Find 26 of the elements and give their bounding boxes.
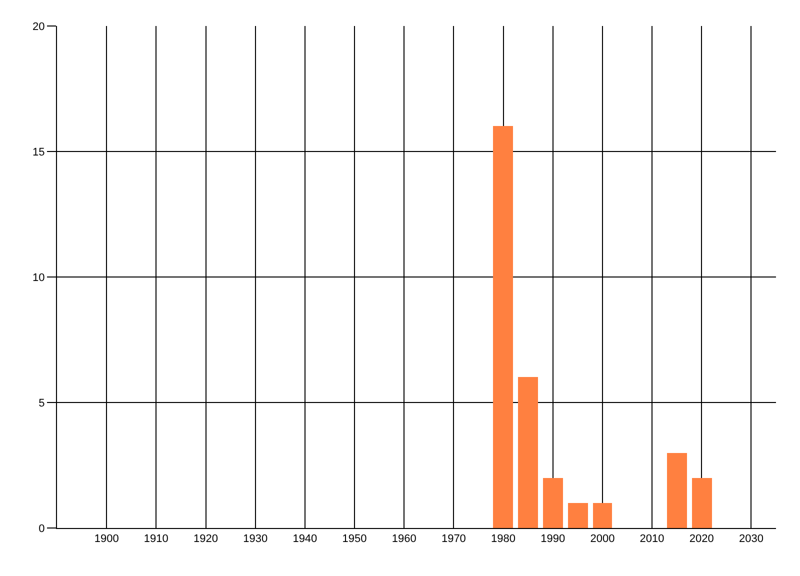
y-tick-label: 20 <box>32 20 45 33</box>
x-tick-label: 1960 <box>392 533 416 546</box>
x-tick-label: 2010 <box>640 533 664 546</box>
x-tick-label: 1930 <box>243 533 268 546</box>
x-tick-label: 1940 <box>292 533 318 546</box>
x-tick-label: 1970 <box>441 533 466 546</box>
x-tick-label: 2020 <box>689 533 714 546</box>
bar <box>543 478 563 528</box>
y-tick-label: 15 <box>32 146 45 158</box>
bar <box>667 453 687 528</box>
y-tick-label: 10 <box>32 272 45 284</box>
bar <box>518 377 538 528</box>
bar <box>493 126 513 528</box>
y-tick-label: 5 <box>38 397 45 410</box>
x-tick-label: 2030 <box>738 533 764 546</box>
bar <box>593 503 612 528</box>
x-tick-label: 1950 <box>342 533 367 546</box>
y-tick-label: 0 <box>38 522 45 535</box>
x-tick-label: 1910 <box>144 533 168 546</box>
x-tick-label: 1920 <box>194 533 218 546</box>
x-tick-label: 1990 <box>540 533 566 546</box>
x-tick-label: 2000 <box>590 533 615 546</box>
bar <box>692 478 712 528</box>
x-tick-label: 1980 <box>491 533 516 546</box>
x-tick-label: 1900 <box>94 533 119 546</box>
bar <box>568 503 588 528</box>
